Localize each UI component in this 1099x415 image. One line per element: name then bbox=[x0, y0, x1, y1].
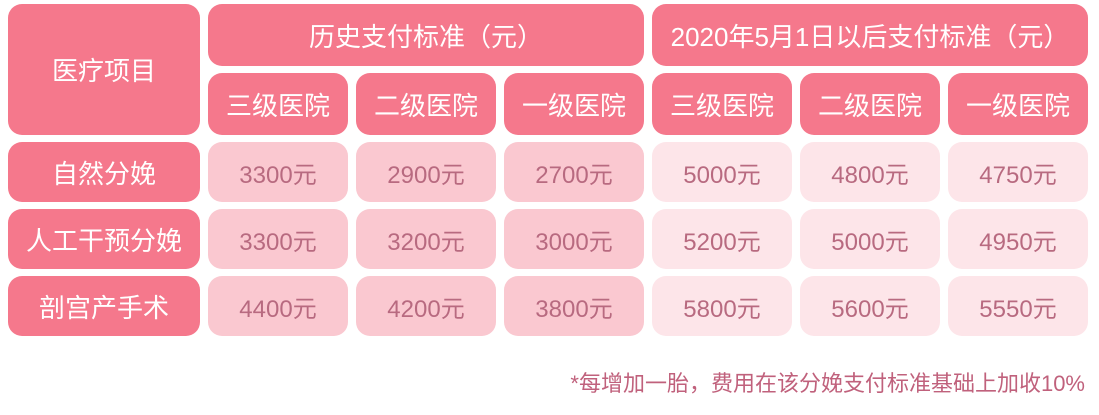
sub-header: 三级医院 bbox=[652, 73, 792, 135]
table-cell: 2900元 bbox=[356, 142, 496, 202]
sub-header: 一级医院 bbox=[504, 73, 644, 135]
table-cell: 4200元 bbox=[356, 276, 496, 336]
table-cell: 5600元 bbox=[800, 276, 940, 336]
table-cell: 5200元 bbox=[652, 209, 792, 269]
table-cell: 3800元 bbox=[504, 276, 644, 336]
table-cell: 4800元 bbox=[800, 142, 940, 202]
payment-standard-table: 医疗项目 历史支付标准（元） 2020年5月1日以后支付标准（元） 三级医院 二… bbox=[8, 4, 1088, 336]
row-label: 人工干预分娩 bbox=[8, 209, 200, 269]
footnote: *每增加一胎，费用在该分娩支付标准基础上加收10% bbox=[570, 371, 1085, 396]
corner-header: 医疗项目 bbox=[8, 4, 200, 135]
table-cell: 3300元 bbox=[208, 142, 348, 202]
table-cell: 3200元 bbox=[356, 209, 496, 269]
table-cell: 3000元 bbox=[504, 209, 644, 269]
table-cell: 4750元 bbox=[948, 142, 1088, 202]
table-cell: 4400元 bbox=[208, 276, 348, 336]
group-header-historical: 历史支付标准（元） bbox=[208, 4, 644, 66]
sub-header: 二级医院 bbox=[356, 73, 496, 135]
sub-header: 一级医院 bbox=[948, 73, 1088, 135]
group-header-new: 2020年5月1日以后支付标准（元） bbox=[652, 4, 1088, 66]
table-cell: 5000元 bbox=[800, 209, 940, 269]
row-label: 剖宫产手术 bbox=[8, 276, 200, 336]
table-cell: 5550元 bbox=[948, 276, 1088, 336]
table-cell: 2700元 bbox=[504, 142, 644, 202]
table-cell: 5800元 bbox=[652, 276, 792, 336]
sub-header: 三级医院 bbox=[208, 73, 348, 135]
sub-header: 二级医院 bbox=[800, 73, 940, 135]
row-label: 自然分娩 bbox=[8, 142, 200, 202]
table-cell: 3300元 bbox=[208, 209, 348, 269]
table-cell: 5000元 bbox=[652, 142, 792, 202]
table-cell: 4950元 bbox=[948, 209, 1088, 269]
